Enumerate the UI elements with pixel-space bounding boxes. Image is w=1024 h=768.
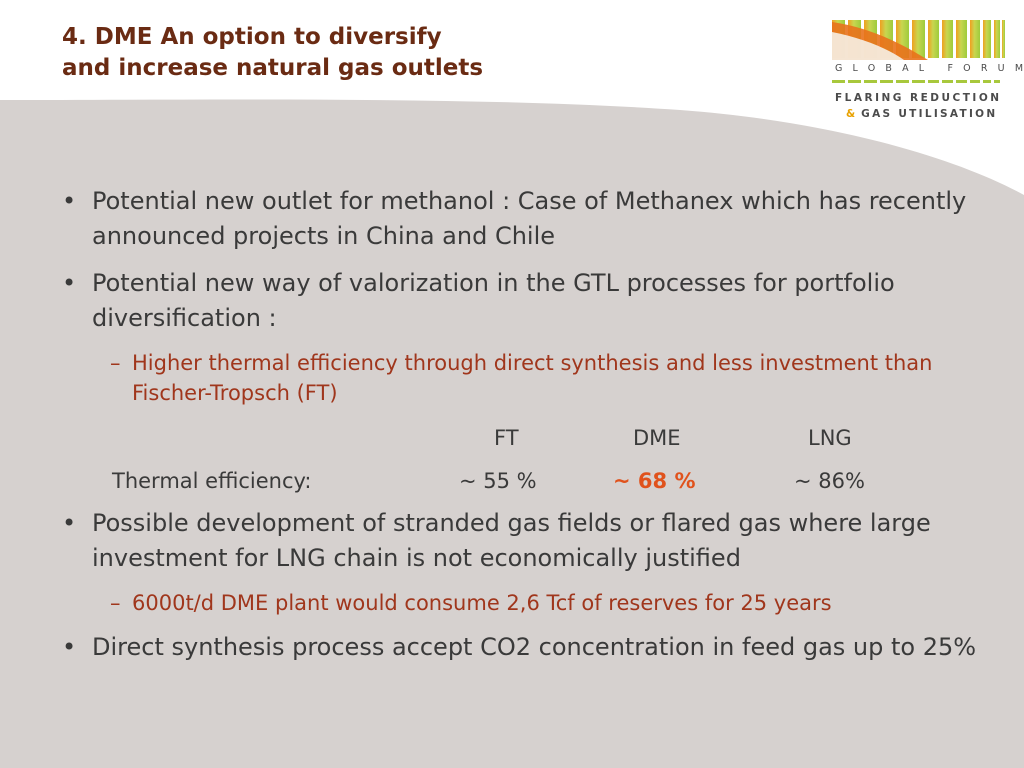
bullet-marker: • <box>62 509 77 537</box>
table-header-ft: FT <box>494 426 519 450</box>
sub-bullet-text: Higher thermal efficiency through direct… <box>132 351 933 405</box>
sub-bullet-text: 6000t/d DME plant would consume 2,6 Tcf … <box>132 591 832 615</box>
logo-text-global-forum: GLOBAL FORUM <box>835 63 1024 74</box>
logo-text-gas-utilisation-label: GAS UTILISATION <box>861 108 998 120</box>
bullet-item: • Potential new way of valorization in t… <box>62 266 1017 336</box>
slide-content: • Potential new outlet for methanol : Ca… <box>62 184 1017 677</box>
bullet-marker: • <box>62 187 77 215</box>
bullet-marker: • <box>62 269 77 297</box>
logo-bars-graphic <box>832 20 1005 60</box>
logo-text-flaring-reduction: FLARING REDUCTION <box>835 92 1002 104</box>
slide-title: 4. DME An option to diversify and increa… <box>62 22 762 84</box>
efficiency-table-row: Thermal efficiency: ~ 55 % ~ 68 % ~ 86% <box>62 463 1017 506</box>
sub-bullet-marker: – <box>110 351 121 375</box>
bullet-text: Potential new outlet for methanol : Case… <box>92 187 967 250</box>
bullet-item: • Possible development of stranded gas f… <box>62 506 1017 576</box>
table-value-dme: ~ 68 % <box>613 469 696 493</box>
table-value-ft: ~ 55 % <box>459 469 537 493</box>
title-line-1: 4. DME An option to diversify <box>62 24 442 50</box>
bullet-text: Direct synthesis process accept CO2 conc… <box>92 633 977 661</box>
bullet-text: Possible development of stranded gas fie… <box>92 509 931 572</box>
bullet-marker: • <box>62 633 77 661</box>
efficiency-table-header: FT DME LNG <box>62 420 1017 463</box>
table-row-label: Thermal efficiency: <box>112 469 312 493</box>
logo-ampersand: & <box>846 108 856 120</box>
logo-dash-line <box>832 80 1000 83</box>
sub-bullet-marker: – <box>110 591 121 615</box>
bullet-item: • Potential new outlet for methanol : Ca… <box>62 184 1017 254</box>
table-header-lng: LNG <box>808 426 852 450</box>
sub-bullet-item: – 6000t/d DME plant would consume 2,6 Tc… <box>62 588 1017 618</box>
global-forum-logo: GLOBAL FORUM FLARING REDUCTION & GAS UTIL… <box>832 18 1024 128</box>
bullet-text: Potential new way of valorization in the… <box>92 269 895 332</box>
table-value-lng: ~ 86% <box>794 469 865 493</box>
title-line-2: and increase natural gas outlets <box>62 55 484 81</box>
sub-bullet-item: – Higher thermal efficiency through dire… <box>62 348 1017 408</box>
table-header-dme: DME <box>633 426 681 450</box>
logo-text-gas-utilisation: & GAS UTILISATION <box>846 108 1016 120</box>
bullet-item: • Direct synthesis process accept CO2 co… <box>62 630 1017 665</box>
